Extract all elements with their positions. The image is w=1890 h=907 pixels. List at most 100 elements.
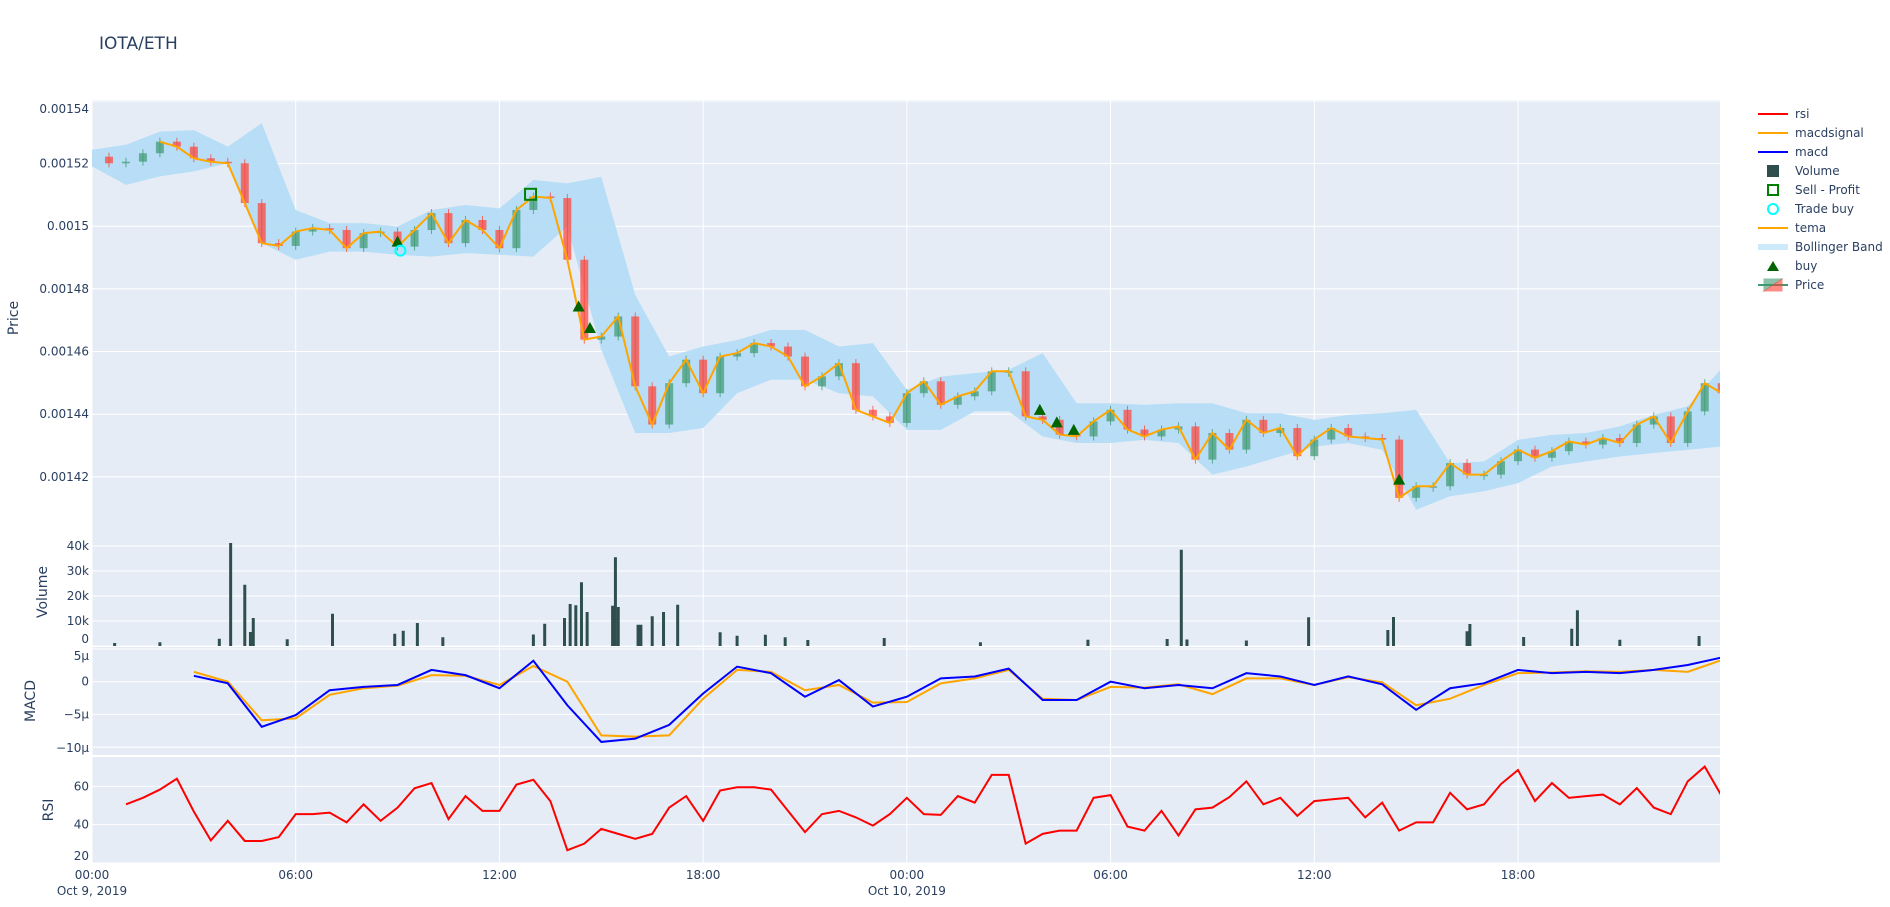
volume-bar [579,582,583,646]
bollinger-band [92,123,1720,510]
candle-body [274,243,283,246]
volume-plot-area [92,537,1720,646]
legend-label: Sell - Profit [1795,183,1860,197]
candle-body [817,376,826,387]
volume-bar [611,605,615,646]
legend-label: buy [1795,259,1817,273]
x-tick-label: 12:00 [1297,868,1332,882]
volume-bar [650,616,654,646]
buy-marker [1393,473,1406,485]
rsi-panel: 20 40 60 RSI [41,757,1720,864]
candle-body [1615,438,1624,444]
open-square-icon [1767,184,1779,196]
candle-body [1242,419,1251,450]
x-tick-date-label: Oct 10, 2019 [868,884,946,898]
candle-body [1310,439,1319,457]
price-y-tick-label: 0.00146 [39,345,89,359]
volume-bar [676,604,680,646]
volume-bar [1570,628,1574,646]
volume-bar [718,632,722,646]
candle-body [868,409,877,417]
candle-body [648,386,657,425]
candle-body [1513,449,1522,462]
candle-body [342,230,351,249]
candle-body [1157,429,1166,437]
legend-item-macdsignal[interactable]: macdsignal [1758,126,1864,140]
volume-bar [401,630,405,646]
legend-item-trade-buy[interactable]: Trade buy [1767,202,1854,216]
volume-bar [882,638,886,646]
legend-item-tema[interactable]: tema [1758,221,1826,235]
candle-body [1089,421,1098,437]
candle-body [563,198,572,260]
macd-line [193,656,1720,743]
price-y-tick-label: 0.00152 [39,157,89,171]
candle-body [410,230,419,247]
candle-body [1259,419,1268,433]
volume-bar [1575,610,1579,646]
volume-bar [1307,617,1311,646]
buy-marker [572,300,585,312]
legend-item-bollinger-band[interactable]: Bollinger Band [1758,240,1883,254]
candle-body [631,316,640,387]
legend: rsi macdsignal macd Volume Sell - Profit Trad… [1758,107,1883,292]
legend-label: macdsignal [1795,126,1864,140]
triangle-up-icon [1767,261,1779,271]
chart-title: IOTA/ETH [99,34,178,54]
rsi-plot-area [92,757,1720,863]
candle-body [1598,438,1607,445]
volume-bar [285,639,289,646]
legend-item-buy[interactable]: buy [1767,259,1817,273]
volume-bar [806,640,810,646]
legend-label: macd [1795,145,1828,159]
volume-bar [1468,624,1472,646]
price-panel: 0.00142 0.00144 0.00146 0.00148 0.0015 0.0015… [6,100,1720,537]
price-axis-title: Price [6,301,22,335]
candle-body [1276,427,1285,433]
candle-body [1327,427,1336,440]
candle-body [1666,416,1675,444]
volume-bar [574,605,578,646]
price-y-tick-label: 0.0015 [47,219,89,233]
candle-body [1683,411,1692,444]
candle-body [240,163,249,204]
candle-body [1446,463,1455,487]
volume-bar [330,613,334,646]
macd-y-tick-label: −10µ [56,741,89,755]
legend-item-rsi[interactable]: rsi [1758,107,1810,121]
price-y-tick-label: 0.00148 [39,282,89,296]
x-tick-label: 18:00 [1501,868,1536,882]
candle-body [1700,383,1709,412]
candle-body [478,219,487,231]
volume-y-tick-label: 20k [67,589,89,603]
rsi-axis-title: RSI [41,799,57,822]
candle-body [970,391,979,397]
volume-bar [1244,640,1248,646]
candle-body [1564,441,1573,452]
candle-body [512,209,521,249]
volume-bar [613,557,617,646]
volume-bar [531,634,535,646]
macd-y-tick-label: 0 [81,675,89,689]
volume-bar [543,623,547,646]
candle-body [257,203,266,244]
legend-item-macd[interactable]: macd [1758,145,1828,159]
candle-body [495,230,504,249]
price-marks [92,123,1720,510]
volume-bar [158,642,162,646]
legend-label: rsi [1795,107,1810,121]
volume-bar [763,634,767,646]
volume-bar [1391,617,1395,646]
legend-item-sell-profit[interactable]: Sell - Profit [1767,183,1860,197]
volume-bar [217,638,221,646]
volume-panel: 0 10k 20k 30k 40k Volume [35,537,1720,647]
candle-body [800,356,809,387]
legend-item-price[interactable]: Price [1758,278,1824,292]
x-tick-label: 06:00 [278,868,313,882]
candle-body [1581,441,1590,445]
legend-item-volume[interactable]: Volume [1767,164,1840,178]
candle-body [308,228,317,232]
volume-bar [243,584,247,646]
candle-body [1412,486,1421,498]
volume-y-tick-label: 0 [81,632,89,646]
